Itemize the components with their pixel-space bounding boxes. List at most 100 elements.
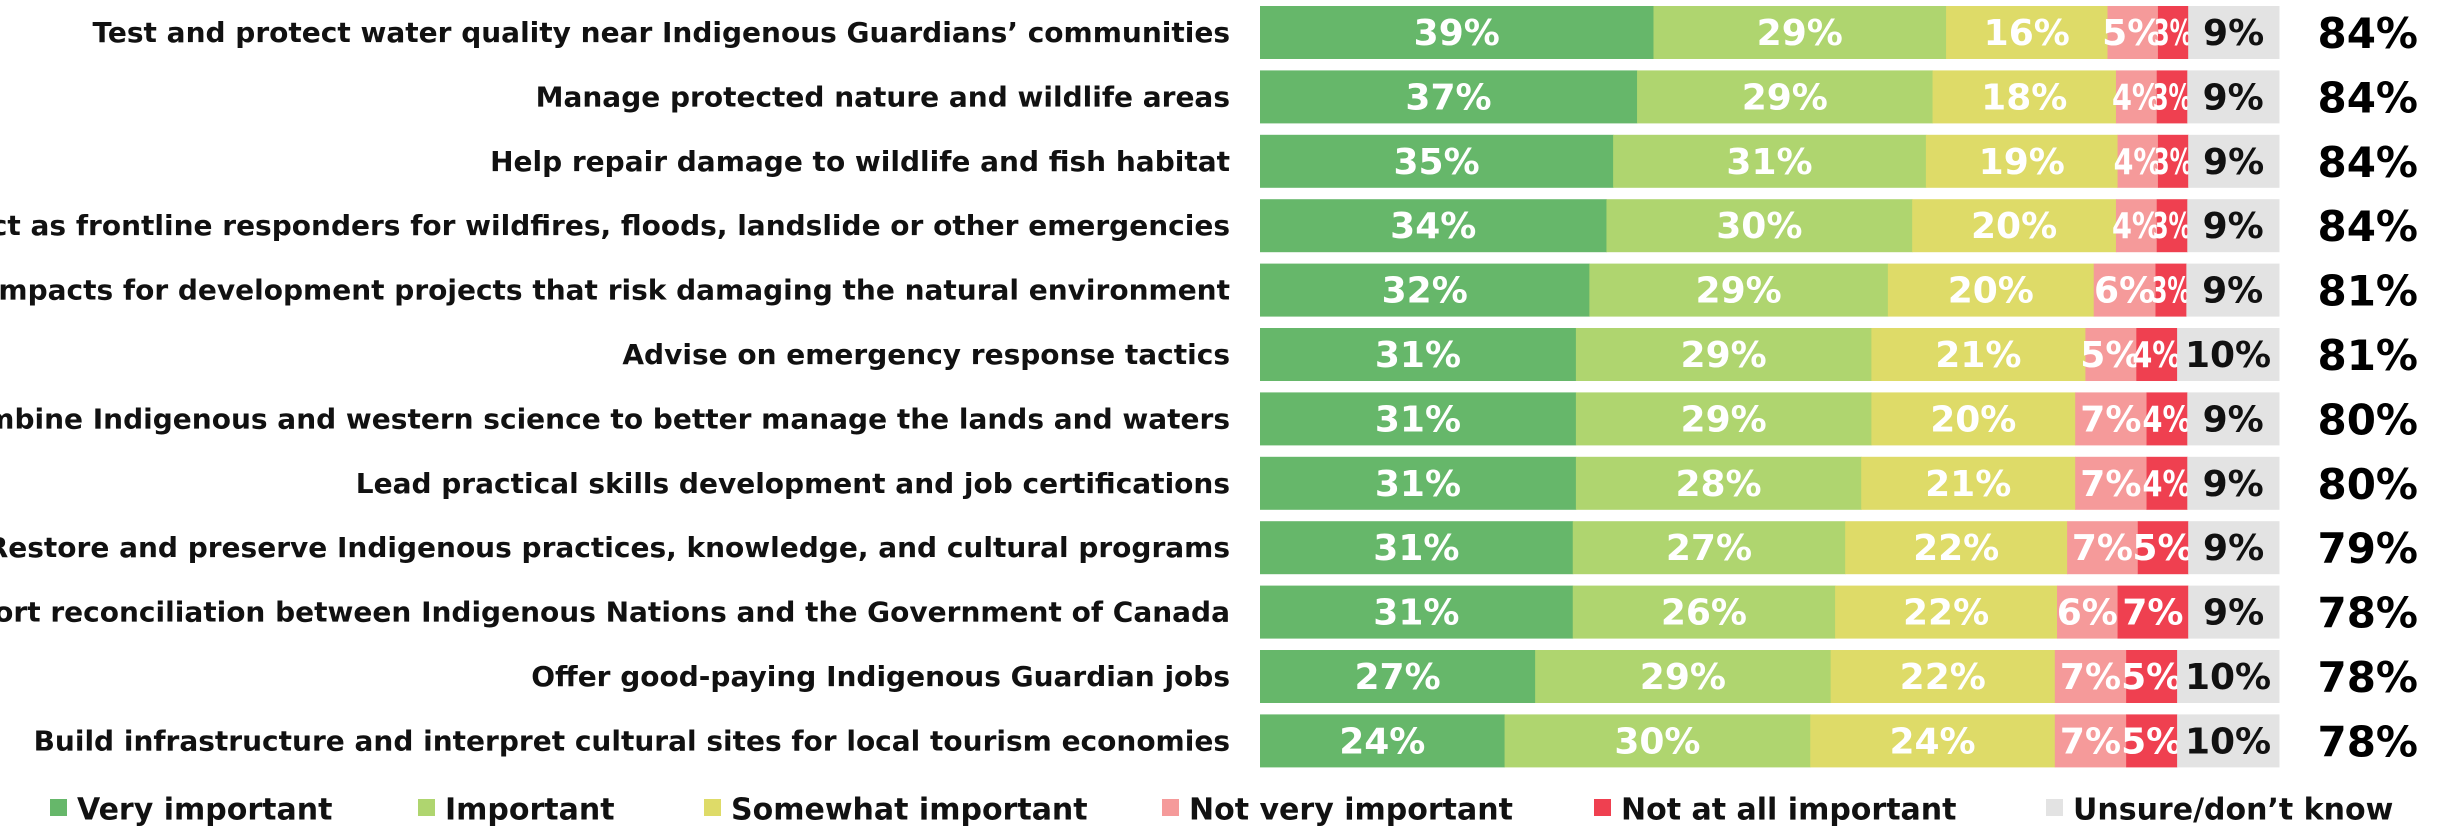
category-label: Manage protected nature and wildlife are… <box>536 80 1230 113</box>
bar-segment <box>2126 714 2178 768</box>
data-label: 6% <box>2057 593 2118 634</box>
bar-segment <box>2115 199 2158 253</box>
data-label: 4% <box>2143 464 2192 505</box>
legend-swatch <box>418 799 435 816</box>
bar-segment <box>1260 70 1638 124</box>
bar-segment <box>2093 263 2156 317</box>
total-label: 84% <box>2317 73 2418 122</box>
bar-segment <box>1861 456 2076 510</box>
category-label: Help repair damage to wildlife and fish … <box>490 145 1230 178</box>
data-label: 5% <box>2121 657 2182 698</box>
total-label: 80% <box>2317 460 2418 509</box>
chart-row: Help repair damage to wildlife and fish … <box>490 134 2418 188</box>
data-label: 22% <box>1900 657 1986 698</box>
bar-segment <box>2107 6 2159 59</box>
data-label: 7% <box>2080 399 2141 440</box>
bar-segment <box>2146 456 2188 510</box>
bar-segment <box>2187 456 2280 510</box>
data-label: 4% <box>2132 335 2181 376</box>
data-label: 27% <box>1666 528 1752 569</box>
data-label: 35% <box>1393 142 1479 183</box>
data-label: 31% <box>1373 528 1459 569</box>
bar-segment <box>2157 6 2189 59</box>
bar-segment <box>2188 6 2280 59</box>
data-label: 28% <box>1675 464 1761 505</box>
bar-segment <box>2188 585 2280 639</box>
chart-rows: Test and protect water quality near Indi… <box>0 6 2418 768</box>
data-label: 16% <box>1984 13 2070 54</box>
bar-segment <box>1606 199 1913 253</box>
data-label: 3% <box>2153 77 2192 118</box>
legend-swatch <box>1162 799 1179 816</box>
bar-segment <box>2054 714 2127 768</box>
category-label: Act as frontline responders for wildfire… <box>0 209 1230 242</box>
legend-item: Important <box>418 793 615 826</box>
data-label: 34% <box>1390 206 1476 247</box>
category-label: Combine Indigenous and western science t… <box>0 402 1230 435</box>
bar-segment <box>2177 650 2280 703</box>
bar-segment <box>2188 521 2280 575</box>
data-label: 19% <box>1979 142 2065 183</box>
legend-item: Somewhat important <box>704 793 1088 826</box>
data-label: 4% <box>2112 206 2161 247</box>
data-label: 29% <box>1681 399 1767 440</box>
bar-segment <box>2177 714 2280 768</box>
data-label: 9% <box>2203 464 2264 505</box>
data-label: 39% <box>1414 13 1500 54</box>
bar-segment <box>2187 199 2280 253</box>
data-label: 9% <box>2202 271 2263 312</box>
data-label: 9% <box>2203 593 2264 634</box>
data-label: 27% <box>1354 657 1440 698</box>
data-label: 21% <box>1925 464 2011 505</box>
category-label: Monitor impacts for development projects… <box>0 274 1230 307</box>
category-label: Restore and preserve Indigenous practice… <box>0 531 1230 564</box>
data-label: 6% <box>2094 271 2155 312</box>
bar-segment <box>1637 70 1934 124</box>
bar-segment <box>2117 585 2189 639</box>
data-label: 29% <box>1640 657 1726 698</box>
bar-segment <box>2126 650 2178 703</box>
bar-segment <box>2137 521 2189 575</box>
data-label: 29% <box>1681 335 1767 376</box>
bar-segment <box>1830 650 2056 703</box>
data-label: 32% <box>1382 271 1468 312</box>
bar-segment <box>1504 714 1811 768</box>
chart-row: Offer good-paying Indigenous Guardian jo… <box>531 650 2418 703</box>
bar-segment <box>2075 456 2148 510</box>
bar-segment <box>1810 714 2056 768</box>
bar-segment <box>1260 134 1614 188</box>
data-label: 7% <box>2080 464 2141 505</box>
data-label: 31% <box>1726 142 1812 183</box>
data-label: 9% <box>2203 77 2264 118</box>
bar-segment <box>2156 70 2188 124</box>
bar-segment <box>1871 392 2076 446</box>
chart-row: Act as frontline responders for wildfire… <box>0 199 2418 253</box>
data-label: 7% <box>2072 528 2133 569</box>
bar-segment <box>2157 134 2189 188</box>
bar-segment <box>1260 392 1577 446</box>
data-label: 7% <box>2060 721 2121 762</box>
bar-segment <box>1260 199 1607 253</box>
bar-segment <box>2054 650 2127 703</box>
legend-item: Not at all important <box>1594 793 1957 826</box>
bar-segment <box>1925 134 2119 188</box>
legend-item: Not very important <box>1162 793 1513 826</box>
data-label: 37% <box>1405 77 1491 118</box>
bar-segment <box>1575 456 1862 510</box>
legend-label: Not very important <box>1189 793 1513 826</box>
bar-segment <box>1260 714 1506 768</box>
data-label: 18% <box>1981 77 2067 118</box>
bar-segment <box>1260 263 1590 317</box>
legend-swatch <box>704 799 721 816</box>
bar-segment <box>1260 328 1577 381</box>
total-label: 80% <box>2317 395 2418 444</box>
data-label: 20% <box>1930 399 2016 440</box>
data-label: 22% <box>1903 593 1989 634</box>
legend-item: Unsure/don’t know <box>2046 793 2393 826</box>
bar-segment <box>2156 199 2188 253</box>
data-label: 21% <box>1935 335 2021 376</box>
bar-segment <box>1260 456 1577 510</box>
data-label: 9% <box>2203 142 2264 183</box>
chart-row: Build infrastructure and interpret cultu… <box>34 714 2418 768</box>
